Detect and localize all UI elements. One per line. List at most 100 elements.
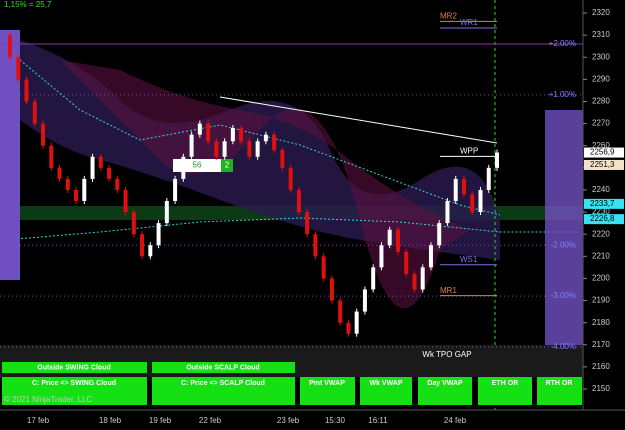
pivot-label: WR1 [460,18,478,27]
buttons-row1: Outside SWING Cloud Outside SCALP Cloud [2,362,295,373]
percent-label: -4.00% [551,342,576,351]
y-tick-label: 2220 [592,229,610,238]
x-axis: 17 feb 18 feb 19 feb 22 feb 23 feb 15:30… [27,416,467,425]
x-tick-label: 17 feb [27,416,50,425]
brick [470,194,475,213]
brick [280,150,285,168]
vwap-line [19,59,501,216]
brick [74,189,79,201]
x-tick-label: 19 feb [149,416,172,425]
button[interactable]: C: Price <> SCALP Cloud [181,380,265,387]
price-marker-label: 2256,9 [590,148,615,157]
y-tick-label: 2170 [592,340,610,349]
button[interactable]: C: Price <> SWING Cloud [32,380,116,387]
brick [437,223,442,246]
brick [478,189,483,213]
price-marker-label: 2226,8 [590,214,615,223]
y-tick-label: 2280 [592,97,610,106]
brick [148,245,153,257]
y-tick-label: 2260 [592,141,610,150]
button[interactable]: Day VWAP [427,380,463,387]
y-tick-label: 2320 [592,8,610,17]
x-tick-label: 18 feb [99,416,122,425]
brick [123,189,128,213]
x-tick-label: 24 feb [444,416,467,425]
counter-right: 2 [225,161,230,170]
y-tick-label: 2310 [592,30,610,39]
percent-label: +2.00% [549,39,576,48]
brick [164,201,169,224]
vwap-line [4,217,580,241]
x-tick-label: 15:30 [325,416,346,425]
price-marker [584,147,624,158]
y-tick-label: 2270 [592,119,610,128]
brick [362,289,367,312]
brick [247,141,252,157]
brick [49,145,54,168]
brick [214,141,219,157]
price-marker [584,159,624,170]
brick [412,273,417,290]
brick [156,223,161,246]
button[interactable]: ETH OR [492,380,518,387]
copyright: © 2021 NinjaTrader, LLC [4,395,93,404]
button[interactable]: Pmt VWAP [309,380,345,387]
y-tick-label: 2200 [592,274,610,283]
brick [420,267,425,290]
button[interactable]: Outside SWING Cloud [37,364,111,371]
brick [131,212,136,235]
price-marker [584,214,624,225]
brick [239,128,244,142]
button[interactable]: Outside SCALP Cloud [186,364,259,371]
x-tick-label: 23 feb [277,416,300,425]
brick [115,178,120,190]
brick [181,156,186,179]
brick [495,152,499,168]
price-marker-label: 2251,3 [590,160,615,169]
brick [98,156,103,168]
brick [16,57,21,80]
brick [173,178,178,201]
brick [206,123,211,142]
y-tick-label: 2180 [592,318,610,327]
brick [329,278,334,301]
brick [272,134,277,151]
brick [90,156,95,179]
brick [288,167,293,190]
brick [230,128,235,142]
brick [346,322,351,334]
counter-left: 56 [193,161,202,170]
y-tick-label: 2160 [592,362,610,371]
y-tick-label: 2240 [592,185,610,194]
header: 1,15% = 25,7 [4,0,52,9]
price-marker [584,198,624,209]
brick [41,123,46,146]
percent-label: -3.00% [551,291,576,300]
brick [313,234,318,257]
button[interactable]: RTH OR [546,380,573,387]
brick [387,229,392,246]
brick [395,229,400,252]
brick [379,245,384,268]
brick [222,141,227,157]
brick [8,35,12,58]
buttons-row2: C: Price <> SWING Cloud C: Price <> SCAL… [2,377,582,405]
brick [24,79,29,102]
pivot-label: WPP [460,146,478,155]
pivot-label: MR2 [440,12,457,21]
percent-label: -2.00% [551,240,576,249]
x-tick-label: 22 feb [199,416,222,425]
y-tick-label: 2290 [592,74,610,83]
brick [65,178,70,190]
brick [371,267,376,290]
button[interactable]: Wk VWAP [369,380,402,387]
y-tick-label: 2190 [592,296,610,305]
brick [453,178,458,201]
brick [404,251,409,274]
y-tick-label: 2230 [592,207,610,216]
volume-profile [0,30,583,350]
percent-label: +1.00% [549,90,576,99]
brick [107,167,112,179]
y-tick-label: 2300 [592,52,610,61]
